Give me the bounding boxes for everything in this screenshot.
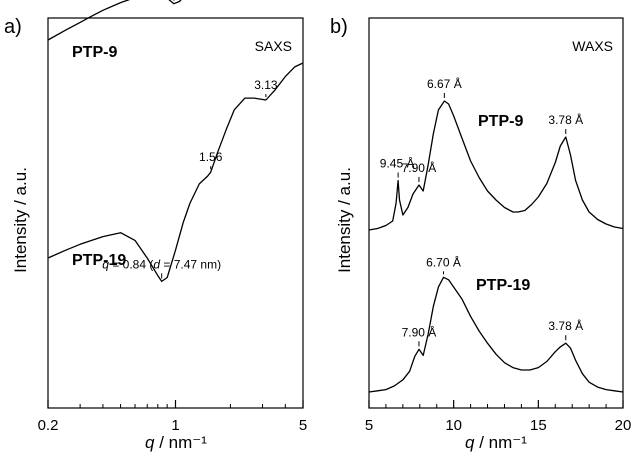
peak-label-ptp-19-a: q = 0.84 (d = 7.47 nm)	[102, 257, 221, 271]
peak-label-ptp-19-a: 1.56	[199, 150, 223, 164]
peak-label-ptp-9-b: 6.67 Å	[427, 76, 462, 91]
plot-frame-a	[47, 17, 304, 409]
x-tick-label-0-2: 0.2	[38, 417, 59, 434]
series-ptp-9-a	[47, 0, 182, 41]
peak-label-ptp-19-b: 3.78 Å	[548, 318, 583, 333]
x-axis-b: 5 10 15 20	[365, 400, 632, 434]
y-axis-label-b: Intensity / a.u.	[335, 167, 354, 273]
x-tick-label-5: 5	[299, 417, 307, 434]
series-group-a: PTP-9 PTP-19	[47, 0, 304, 283]
saxs-label: SAXS	[255, 38, 292, 54]
series-name-ptp-19-a: PTP-19	[72, 252, 126, 269]
annotations-b: 9.45 Å7.90 Å6.67 Å3.78 Å7.90 Å6.70 Å3.78…	[380, 76, 583, 347]
x-axis-title-a: q / nm⁻¹	[145, 433, 207, 452]
peak-label-ptp-9-b: 7.90 Å	[402, 160, 437, 175]
x-axis-a: 0.2 1 5	[38, 400, 307, 434]
annotations-a: q = 0.98 (d = 6.40 nm)2.063.12q = 0.84 (…	[102, 0, 278, 279]
series-ptp-9-b	[368, 100, 624, 231]
peak-label-ptp-19-b: 7.90 Å	[402, 324, 437, 339]
x-tick-label-10: 10	[445, 417, 462, 434]
x-axis-unit-b: / nm⁻¹	[475, 433, 528, 452]
x-tick-label-1: 1	[171, 417, 179, 434]
waxs-panel: b) Intensity / a.u. WAXS 5 10 15 20 q / nm⁻…	[330, 16, 631, 452]
series-group-b: PTP-9 PTP-19	[368, 100, 624, 393]
plot-frame-b	[368, 17, 624, 409]
x-tick-label-20: 20	[615, 417, 632, 434]
x-axis-title-b: q / nm⁻¹	[465, 433, 527, 452]
series-name-ptp-9-b: PTP-9	[478, 113, 523, 130]
series-ptp-19-b	[368, 276, 624, 393]
x-axis-symbol-b: q	[465, 433, 475, 452]
series-ptp-19-a	[47, 62, 304, 283]
series-name-ptp-9-a: PTP-9	[72, 44, 117, 61]
x-axis-unit-a: / nm⁻¹	[155, 433, 208, 452]
saxs-panel: a) Intensity / a.u. SAXS 0.2 1 5 q / nm⁻¹ …	[4, 0, 307, 452]
panel-label-a: a)	[4, 16, 22, 38]
series-name-ptp-19-b: PTP-19	[476, 277, 530, 294]
x-tick-label-15: 15	[530, 417, 547, 434]
peak-label-ptp-19-a: 3.13	[254, 78, 278, 92]
peak-label-ptp-19-b: 6.70 Å	[426, 254, 461, 269]
peak-label-ptp-9-b: 3.78 Å	[548, 112, 583, 127]
x-tick-label-5: 5	[365, 417, 373, 434]
panel-label-b: b)	[330, 16, 348, 38]
y-axis-label-a: Intensity / a.u.	[11, 167, 30, 273]
x-axis-symbol-a: q	[145, 433, 155, 452]
waxs-label: WAXS	[572, 38, 613, 54]
peak-label-ptp-9-b: 9.45 Å	[380, 156, 415, 171]
